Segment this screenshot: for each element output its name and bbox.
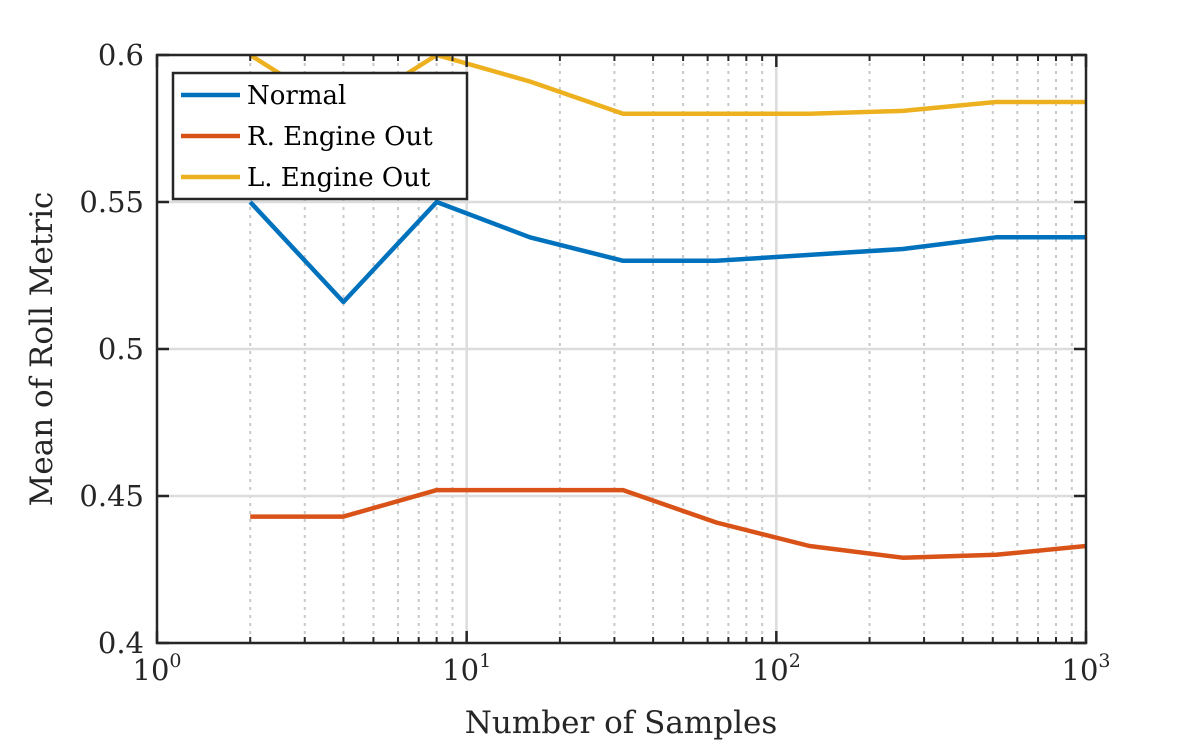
- legend-label: Normal: [247, 81, 346, 111]
- series-line-normal: [248, 199, 1086, 305]
- y-axis-title: Mean of Roll Metric: [24, 192, 60, 507]
- x-tick-label: 100: [133, 650, 182, 687]
- x-tick-label: 102: [752, 650, 801, 687]
- y-tick-labels: 0.4 0.45 0.5 0.55 0.6: [79, 38, 144, 660]
- y-tick-label: 0.55: [79, 185, 144, 219]
- x-tick-label: 101: [442, 650, 491, 687]
- legend: Normal R. Engine Out L. Engine Out: [171, 71, 469, 201]
- x-tick-label: 103: [1062, 650, 1111, 687]
- y-tick-label: 0.4: [98, 626, 144, 660]
- x-tick-labels: 100 101 102 103: [133, 650, 1111, 687]
- series-line-r-engine-out: [250, 487, 1086, 560]
- legend-label: L. Engine Out: [247, 163, 431, 193]
- legend-label: R. Engine Out: [247, 122, 433, 152]
- x-axis-title: Number of Samples: [465, 705, 777, 741]
- y-tick-label: 0.45: [79, 479, 144, 513]
- y-tick-label: 0.6: [98, 38, 144, 72]
- y-tick-label: 0.5: [98, 332, 144, 366]
- axis-ticks: [155, 53, 1088, 645]
